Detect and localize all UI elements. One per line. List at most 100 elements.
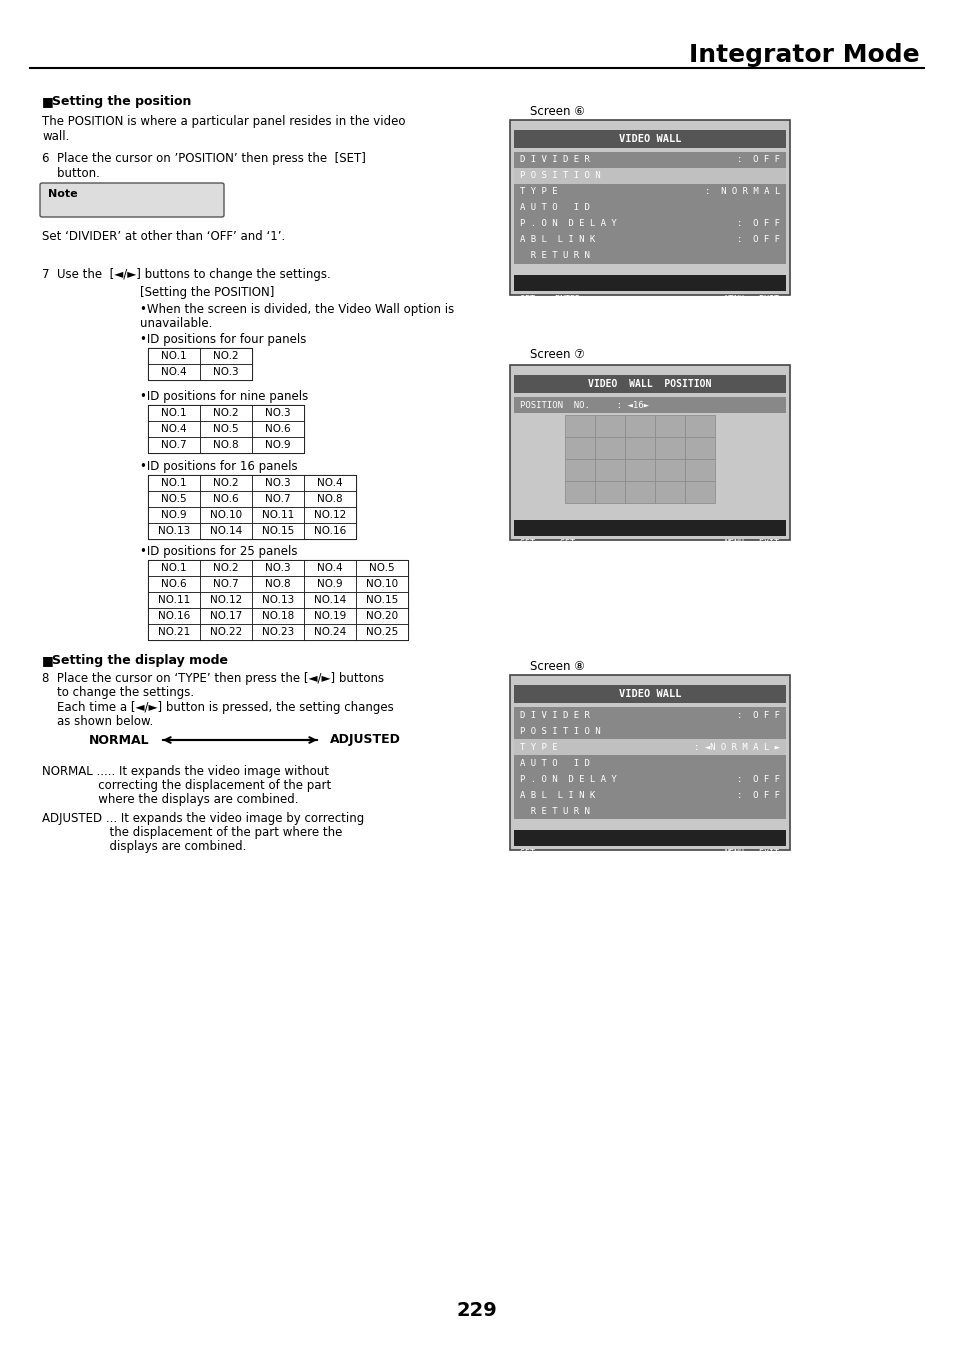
Text: Screen ⑥: Screen ⑥ [530,105,584,118]
Text: •ID positions for 25 panels: •ID positions for 25 panels [140,544,297,558]
Text: NO.11: NO.11 [157,594,190,605]
Text: NO.1: NO.1 [161,563,187,573]
Text: NO.16: NO.16 [314,526,346,536]
Bar [200,624,252,640]
Text: P . O N  D E L A Y: P . O N D E L A Y [519,219,616,228]
Bar [200,523,252,539]
Text: to change the settings.: to change the settings. [42,686,193,698]
Text: NO.10: NO.10 [366,580,397,589]
Text: VIDEO WALL: VIDEO WALL [618,689,680,698]
Bar [200,363,252,380]
Text: NO.25: NO.25 [366,627,397,638]
Text: SET ...ENTER: SET ...ENTER [519,295,579,304]
Text: [Setting the POSITION]: [Setting the POSITION] [140,286,274,299]
Text: A U T O   I D: A U T O I D [519,204,589,212]
Bar [595,415,624,436]
Bar [304,476,355,490]
Bar [200,490,252,507]
Text: NO.4: NO.4 [316,478,342,488]
Bar [624,481,655,503]
Bar [200,436,252,453]
Text: NO.24: NO.24 [314,627,346,638]
Bar [514,153,785,168]
Text: Set ‘DIVIDER’ at other than ‘OFF’ and ‘1’.: Set ‘DIVIDER’ at other than ‘OFF’ and ‘1… [42,230,285,243]
Bar [564,436,595,459]
Bar [595,436,624,459]
Bar [252,624,304,640]
Text: Setting the position: Setting the position [52,95,192,108]
Text: ADJUSTED ... It expands the video image by correcting: ADJUSTED ... It expands the video image … [42,812,364,825]
Bar [624,459,655,481]
Bar [514,168,785,184]
Text: NO.9: NO.9 [265,440,291,450]
Bar [304,576,355,592]
Text: displays are combined.: displays are combined. [42,840,246,852]
Bar [514,276,785,290]
Bar [148,422,200,436]
Text: Screen ⑧: Screen ⑧ [530,661,584,673]
Bar [355,576,408,592]
Bar [514,130,785,149]
Text: NO.18: NO.18 [262,611,294,621]
Text: :  N O R M A L: : N O R M A L [704,188,780,196]
Text: NO.20: NO.20 [366,611,397,621]
Text: Screen ⑦: Screen ⑦ [530,349,584,361]
Text: •ID positions for 16 panels: •ID positions for 16 panels [140,459,297,473]
Bar [304,490,355,507]
Bar [514,707,785,723]
Bar [148,363,200,380]
Text: Note: Note [48,189,77,199]
Text: ■: ■ [42,95,58,108]
Text: A B L  L I N K: A B L L I N K [519,235,595,245]
Text: VIDEO WALL: VIDEO WALL [618,134,680,145]
Text: R E T U R N: R E T U R N [519,251,589,261]
Bar [624,436,655,459]
FancyBboxPatch shape [510,676,789,850]
Bar [514,184,785,200]
Bar [252,561,304,576]
Bar [148,608,200,624]
Text: NO.22: NO.22 [210,627,242,638]
Bar [200,576,252,592]
Bar [200,476,252,490]
Bar [252,490,304,507]
Text: NO.11: NO.11 [262,509,294,520]
Text: NO.8: NO.8 [316,494,342,504]
Text: ADJUSTED: ADJUSTED [330,734,400,747]
Text: ■: ■ [42,654,58,667]
Text: NO.4: NO.4 [161,424,187,434]
Text: NO.8: NO.8 [213,440,238,450]
Text: NO.6: NO.6 [213,494,238,504]
Text: button.: button. [42,168,100,180]
Bar [252,592,304,608]
Text: NO.2: NO.2 [213,563,238,573]
Text: P O S I T I O N: P O S I T I O N [519,727,600,735]
Bar [148,436,200,453]
Text: A U T O   I D: A U T O I D [519,758,589,767]
Text: T Y P E: T Y P E [519,188,558,196]
Bar [148,349,200,363]
Text: NO.12: NO.12 [314,509,346,520]
Text: :  O F F: : O F F [737,774,780,784]
Bar [148,624,200,640]
Text: SET ... —: SET ... — [519,850,564,858]
Text: P . O N  D E L A Y: P . O N D E L A Y [519,774,616,784]
Bar [684,415,714,436]
Text: NO.15: NO.15 [366,594,397,605]
Bar [148,490,200,507]
Bar [514,249,785,263]
Bar [514,771,785,788]
Text: T Y P E: T Y P E [519,743,558,751]
Text: NO.21: NO.21 [157,627,190,638]
Text: 229: 229 [456,1301,497,1320]
Text: 8  Place the cursor on ‘TYPE’ then press the [◄/►] buttons: 8 Place the cursor on ‘TYPE’ then press … [42,671,384,685]
Text: NO.5: NO.5 [213,424,238,434]
Text: NO.17: NO.17 [210,611,242,621]
Text: NO.5: NO.5 [369,563,395,573]
Bar [564,481,595,503]
Text: NO.14: NO.14 [314,594,346,605]
Bar [304,523,355,539]
Text: R E T U R N: R E T U R N [519,807,589,816]
Text: correcting the displacement of the part: correcting the displacement of the part [42,780,331,792]
Text: NO.6: NO.6 [265,424,291,434]
